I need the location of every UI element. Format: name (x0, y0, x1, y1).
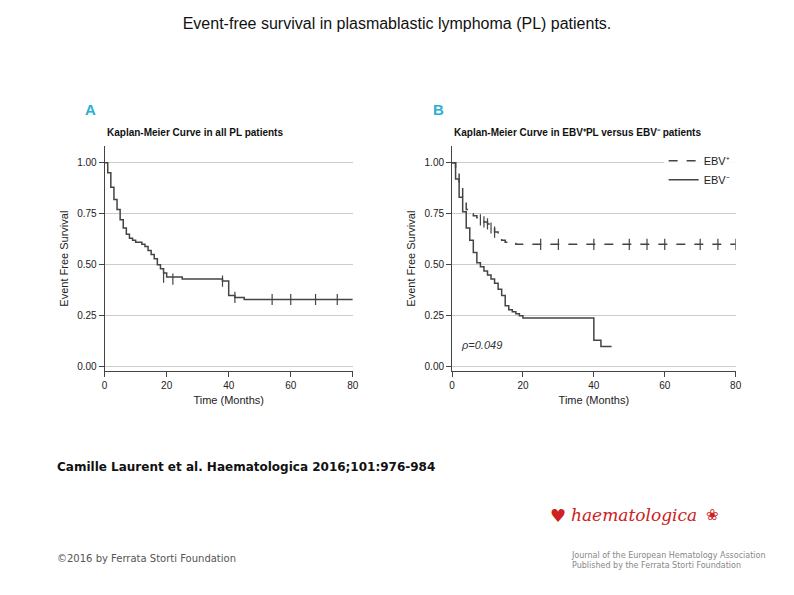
svg-text:0.75: 0.75 (425, 208, 445, 219)
svg-text:haematologica: haematologica (571, 505, 697, 525)
svg-text:A: A (85, 101, 96, 118)
svg-text:1.00: 1.00 (77, 157, 97, 168)
svg-text:20: 20 (517, 380, 529, 391)
svg-text:0.75: 0.75 (77, 208, 97, 219)
svg-text:♥: ♥ (550, 505, 566, 526)
svg-text:Time (Months): Time (Months) (193, 394, 264, 406)
svg-text:0.00: 0.00 (425, 361, 445, 372)
svg-text:0.25: 0.25 (425, 310, 445, 321)
svg-text:60: 60 (659, 380, 671, 391)
svg-text:Kaplan-Meier Curve in all PL p: Kaplan-Meier Curve in all PL patients (107, 127, 283, 138)
svg-text:0: 0 (449, 380, 455, 391)
svg-text:Camille Laurent et al. Haemato: Camille Laurent et al. Haematologica 201… (57, 460, 435, 474)
svg-text:©2016 by Ferrata Storti Founda: ©2016 by Ferrata Storti Foundation (57, 553, 236, 564)
svg-text:ρ=0.049: ρ=0.049 (461, 339, 502, 351)
svg-text:40: 40 (223, 380, 235, 391)
svg-text:Event Free Survival: Event Free Survival (405, 211, 417, 307)
svg-text:60: 60 (285, 380, 297, 391)
svg-text:0: 0 (102, 380, 108, 391)
svg-text:B: B (433, 101, 444, 118)
svg-text:0.00: 0.00 (77, 361, 97, 372)
svg-text:20: 20 (161, 380, 173, 391)
svg-text:1.00: 1.00 (425, 157, 445, 168)
svg-text:Kaplan-Meier Curve in EBV⁺PL v: Kaplan-Meier Curve in EBV⁺PL versus EBV⁻… (454, 127, 701, 138)
svg-text:80: 80 (730, 380, 742, 391)
svg-text:Event Free Survival: Event Free Survival (58, 211, 70, 307)
svg-text:❀: ❀ (706, 506, 719, 524)
svg-text:40: 40 (588, 380, 600, 391)
svg-text:0.25: 0.25 (77, 310, 97, 321)
svg-text:Journal of the European Hemato: Journal of the European Hematology Assoc… (571, 551, 765, 570)
svg-text:Event-free survival in plasmab: Event-free survival in plasmablastic lym… (183, 15, 612, 32)
svg-text:0.50: 0.50 (425, 259, 445, 270)
svg-text:EBV⁺: EBV⁺ (704, 155, 730, 167)
svg-text:0.50: 0.50 (77, 259, 97, 270)
svg-text:EBV⁻: EBV⁻ (704, 174, 730, 186)
svg-text:Time (Months): Time (Months) (559, 394, 630, 406)
svg-text:80: 80 (347, 380, 359, 391)
